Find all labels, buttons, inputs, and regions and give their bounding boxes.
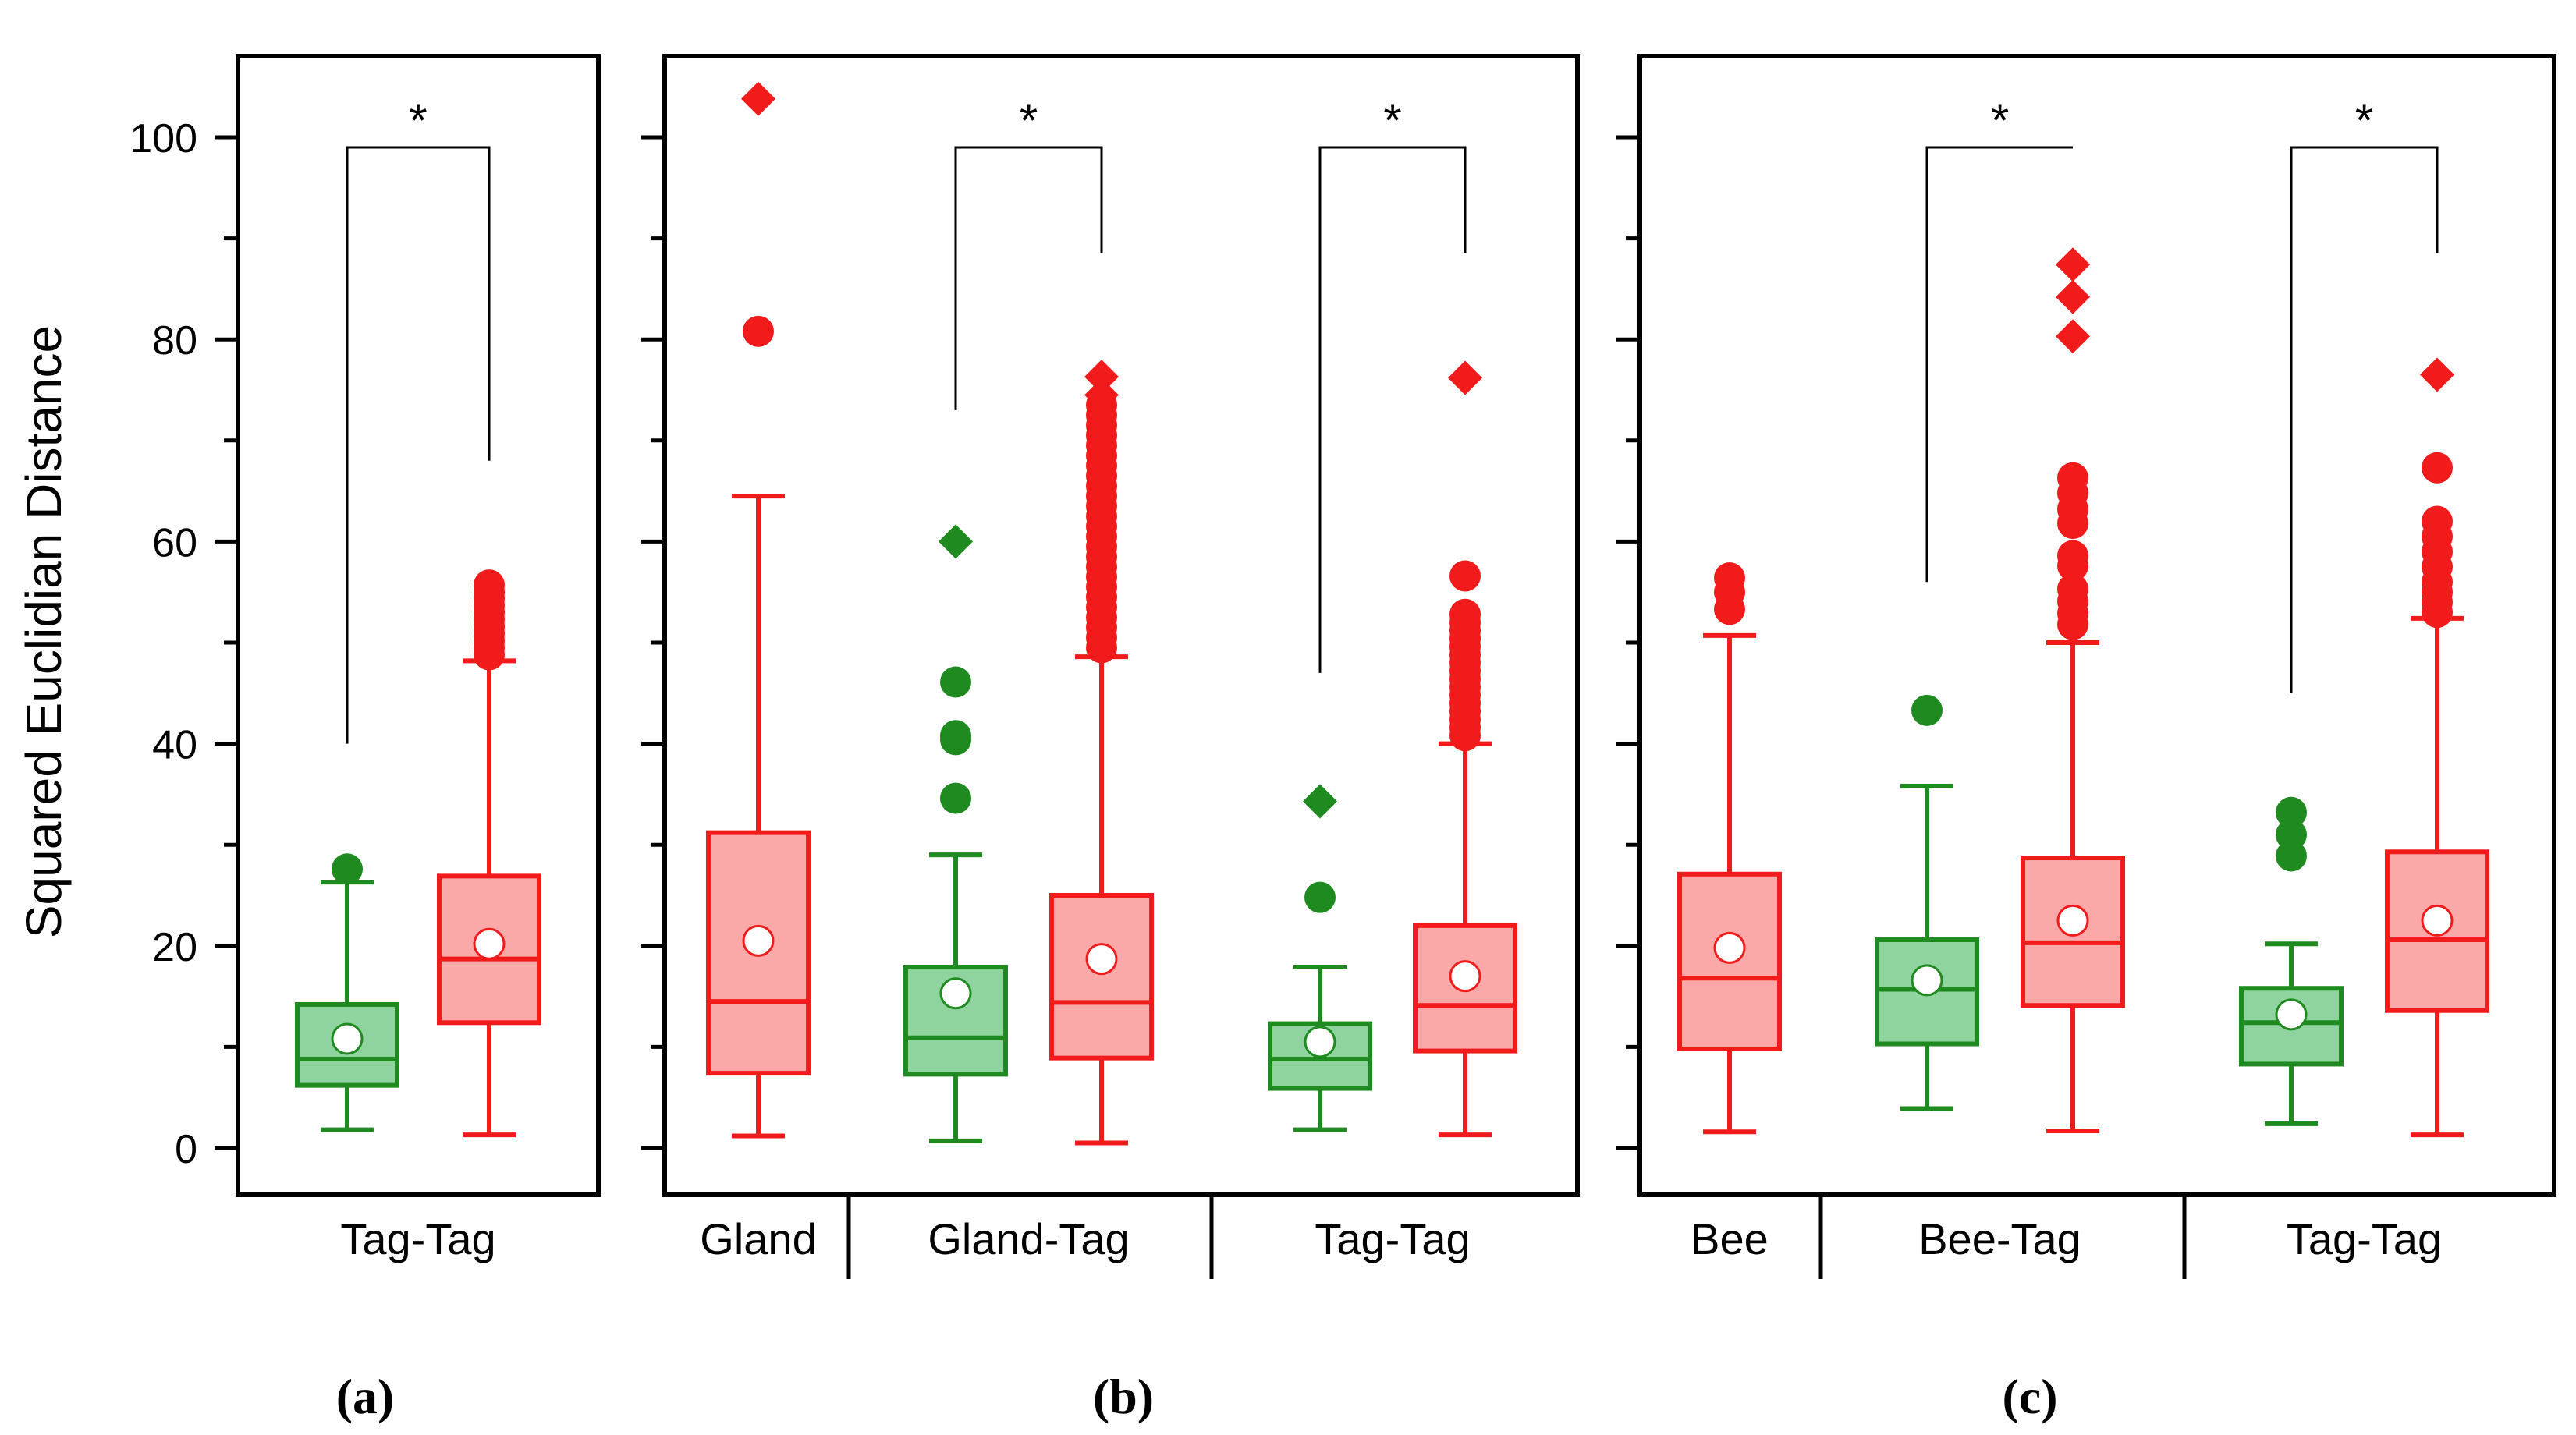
panel-label: (c) [2002, 1369, 2057, 1424]
extreme-point [939, 524, 973, 559]
box-green [295, 853, 399, 1132]
y-tick-label: 40 [152, 723, 197, 768]
y-tick-label: 80 [152, 318, 197, 363]
category-label: Bee-Tag [1918, 1214, 2081, 1263]
outlier-point [2057, 540, 2088, 572]
box-red [706, 81, 811, 1139]
mean-marker [1911, 964, 1943, 997]
significance-bracket [346, 146, 491, 744]
box-red [2385, 357, 2489, 1138]
extreme-point [2056, 319, 2090, 354]
mean-marker [1449, 960, 1481, 993]
mean-marker [2275, 998, 2308, 1031]
panel-frame [662, 54, 1580, 1197]
outlier-point [940, 782, 971, 814]
significance-bracket [1925, 146, 2073, 583]
panel-label: (a) [336, 1369, 395, 1424]
category-label: Tag-Tag [2287, 1214, 2442, 1263]
box-green [1268, 784, 1372, 1132]
panel-label: (b) [1093, 1369, 1154, 1424]
outlier-point [2057, 462, 2088, 494]
category-label: Gland [700, 1214, 816, 1263]
box-green [903, 524, 1008, 1143]
y-tick-label: 60 [152, 520, 197, 565]
box-green [1875, 694, 1979, 1111]
outlier-point [2276, 796, 2307, 828]
significance-star: * [409, 94, 427, 147]
category-label: Bee [1691, 1214, 1769, 1263]
category-label: Tag-Tag [1315, 1214, 1470, 1263]
significance-star: * [1020, 94, 1038, 147]
outlier-point [332, 853, 363, 885]
significance-bracket [2290, 146, 2439, 693]
category-label: Gland-Tag [928, 1214, 1129, 1263]
extreme-point [1084, 377, 1119, 413]
mean-marker [1085, 943, 1118, 976]
panel-frame [236, 54, 601, 1197]
box-iqr [1677, 871, 1782, 1051]
extreme-point [1448, 360, 1482, 395]
outlier-point [940, 666, 971, 698]
box-red [1677, 562, 1782, 1135]
panel-a: 0 20 40 60 80 100 Tag-Tag * (a) [130, 54, 601, 1424]
panel-frame [1637, 54, 2556, 1197]
y-tick-label: 100 [130, 116, 197, 161]
panels: 0 20 40 60 80 100 Tag-Tag * (a) Gland Gland-Tag Tag… [130, 54, 2556, 1424]
box-iqr [1049, 893, 1154, 1061]
significance-star: * [1383, 94, 1401, 147]
mean-marker [2421, 904, 2454, 937]
category-label: Tag-Tag [340, 1214, 495, 1263]
mean-marker [1713, 931, 1746, 964]
outlier-point [1449, 598, 1481, 630]
y-tick-label: 20 [152, 925, 197, 970]
significance-star: * [1991, 94, 2009, 147]
extreme-point [741, 81, 775, 116]
outlier-point [1714, 562, 1745, 594]
outlier-point [940, 720, 971, 752]
mean-marker [1304, 1026, 1336, 1058]
extreme-point [1084, 360, 1119, 395]
outlier-point [2057, 573, 2088, 605]
extreme-point [2420, 357, 2454, 392]
mean-marker [939, 977, 972, 1010]
significance-star: * [2355, 94, 2373, 147]
significance-bracket [954, 146, 1103, 410]
extreme-point [2056, 247, 2090, 282]
extreme-point [1303, 784, 1337, 819]
outlier-point [1304, 881, 1336, 913]
outlier-point [2422, 452, 2453, 484]
box-red [2021, 247, 2125, 1133]
box-red [437, 569, 541, 1138]
y-axis-label: Squared Euclidian Distance [16, 325, 72, 938]
significance-bracket [1318, 146, 1467, 673]
mean-marker [331, 1022, 364, 1055]
outlier-point [1449, 560, 1481, 592]
box-red [1413, 360, 1517, 1138]
mean-marker [2056, 904, 2089, 937]
box-green [2239, 796, 2344, 1126]
outlier-point [474, 569, 505, 601]
y-tick-label: 0 [175, 1127, 197, 1172]
mean-marker [742, 924, 775, 957]
outlier-point [1911, 694, 1943, 726]
extreme-point [2056, 279, 2090, 314]
panel-c: Bee Bee-Tag Tag-Tag * * (c) [1616, 54, 2556, 1424]
panel-b: Gland Gland-Tag Tag-Tag * * (b) [641, 54, 1580, 1424]
box-red [1049, 360, 1154, 1146]
outlier-point [2422, 505, 2453, 537]
mean-marker [473, 927, 506, 960]
outlier-point [2276, 819, 2307, 851]
outlier-point [743, 315, 774, 347]
